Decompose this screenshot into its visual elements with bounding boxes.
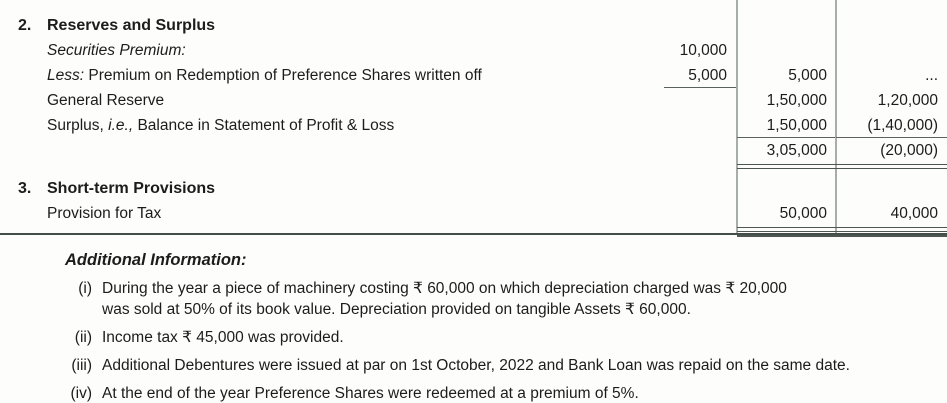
amount-previous-year: (1,40,000) [836, 113, 947, 138]
balance-sheet-notes-table: 2. Reserves and Surplus Securities Premium… [0, 0, 947, 237]
amount-current-year: 3,05,000 [766, 142, 827, 159]
table-vertical-rule-1 [736, 0, 738, 234]
item-marker: (i) [78, 280, 92, 297]
additional-info-item: (ii) Income tax ₹ 45,000 was provided. [0, 327, 947, 348]
item-text: Income tax ₹ 45,000 was provided. [102, 329, 344, 346]
amount-previous-year [836, 38, 947, 63]
section-title: Short-term Provisions [47, 180, 216, 197]
amount-current-year: 50,000 [779, 205, 827, 222]
statement-row: Less: Premium on Redemption of Preferenc… [0, 63, 947, 88]
additional-info-list: (i) During the year a piece of machinery … [0, 278, 947, 403]
additional-info-heading: Additional Information: [65, 251, 247, 269]
row-label: Surplus, i.e., Balance in Statement of P… [47, 117, 395, 134]
closing-double-rule [0, 226, 947, 237]
amount-working [664, 113, 736, 138]
amount-current-year [737, 38, 835, 63]
amount-previous-year: 40,000 [890, 205, 938, 222]
amount-working: 10,000 [679, 42, 727, 59]
section-number: 2. [18, 17, 32, 34]
amount-working [664, 88, 736, 113]
additional-information-section: Additional Information: (i) During the ye… [0, 250, 947, 403]
item-text: At the end of the year Preference Shares… [102, 385, 639, 402]
row-label: General Reserve [47, 92, 165, 109]
section-short-term-provisions: 3. Short-term Provisions Provision for Tax… [0, 170, 947, 226]
amount-working [664, 138, 736, 163]
table-vertical-rule-2 [835, 0, 837, 234]
section-reserves-and-surplus: 2. Reserves and Surplus Securities Premium… [0, 0, 947, 163]
amount-current-year: 5,000 [788, 67, 827, 84]
item-marker: (iv) [70, 385, 92, 402]
row-label: Provision for Tax [47, 205, 162, 222]
section-header: 2. Reserves and Surplus [0, 14, 947, 38]
additional-info-item: (iii) Additional Debentures were issued a… [0, 355, 947, 376]
additional-info-item: (iv) At the end of the year Preference Sh… [0, 383, 947, 403]
amount-current-year: 1,50,000 [766, 92, 827, 109]
amount-working [664, 201, 736, 226]
section-number: 3. [18, 180, 32, 197]
total-double-rule [0, 163, 947, 170]
item-marker: (iii) [71, 357, 92, 374]
amount-previous-year: (20,000) [880, 142, 938, 159]
amount-previous-year: ... [925, 67, 938, 84]
statement-row: 3,05,000 (20,000) [0, 138, 947, 163]
amount-current-year: 1,50,000 [737, 113, 835, 138]
section-title: Reserves and Surplus [47, 17, 216, 34]
additional-info-item: (i) During the year a piece of machinery … [0, 278, 947, 320]
row-label: Less: Premium on Redemption of Preferenc… [47, 67, 482, 84]
item-text: During the year a piece of machinery cos… [102, 280, 787, 318]
statement-row: General Reserve 1,50,000 1,20,000 [0, 88, 947, 113]
statement-row: Surplus, i.e., Balance in Statement of P… [0, 113, 947, 138]
item-marker: (ii) [74, 329, 92, 346]
amount-previous-year: 1,20,000 [877, 92, 938, 109]
section-header: 3. Short-term Provisions [0, 177, 947, 201]
row-label: Securities Premium: [47, 42, 186, 59]
statement-row: Provision for Tax 50,000 40,000 [0, 201, 947, 226]
statement-row: Securities Premium: 10,000 [0, 38, 947, 63]
item-text: Additional Debentures were issued at par… [102, 357, 850, 374]
section-divider-rule [0, 233, 947, 235]
amount-working: 5,000 [664, 63, 736, 88]
